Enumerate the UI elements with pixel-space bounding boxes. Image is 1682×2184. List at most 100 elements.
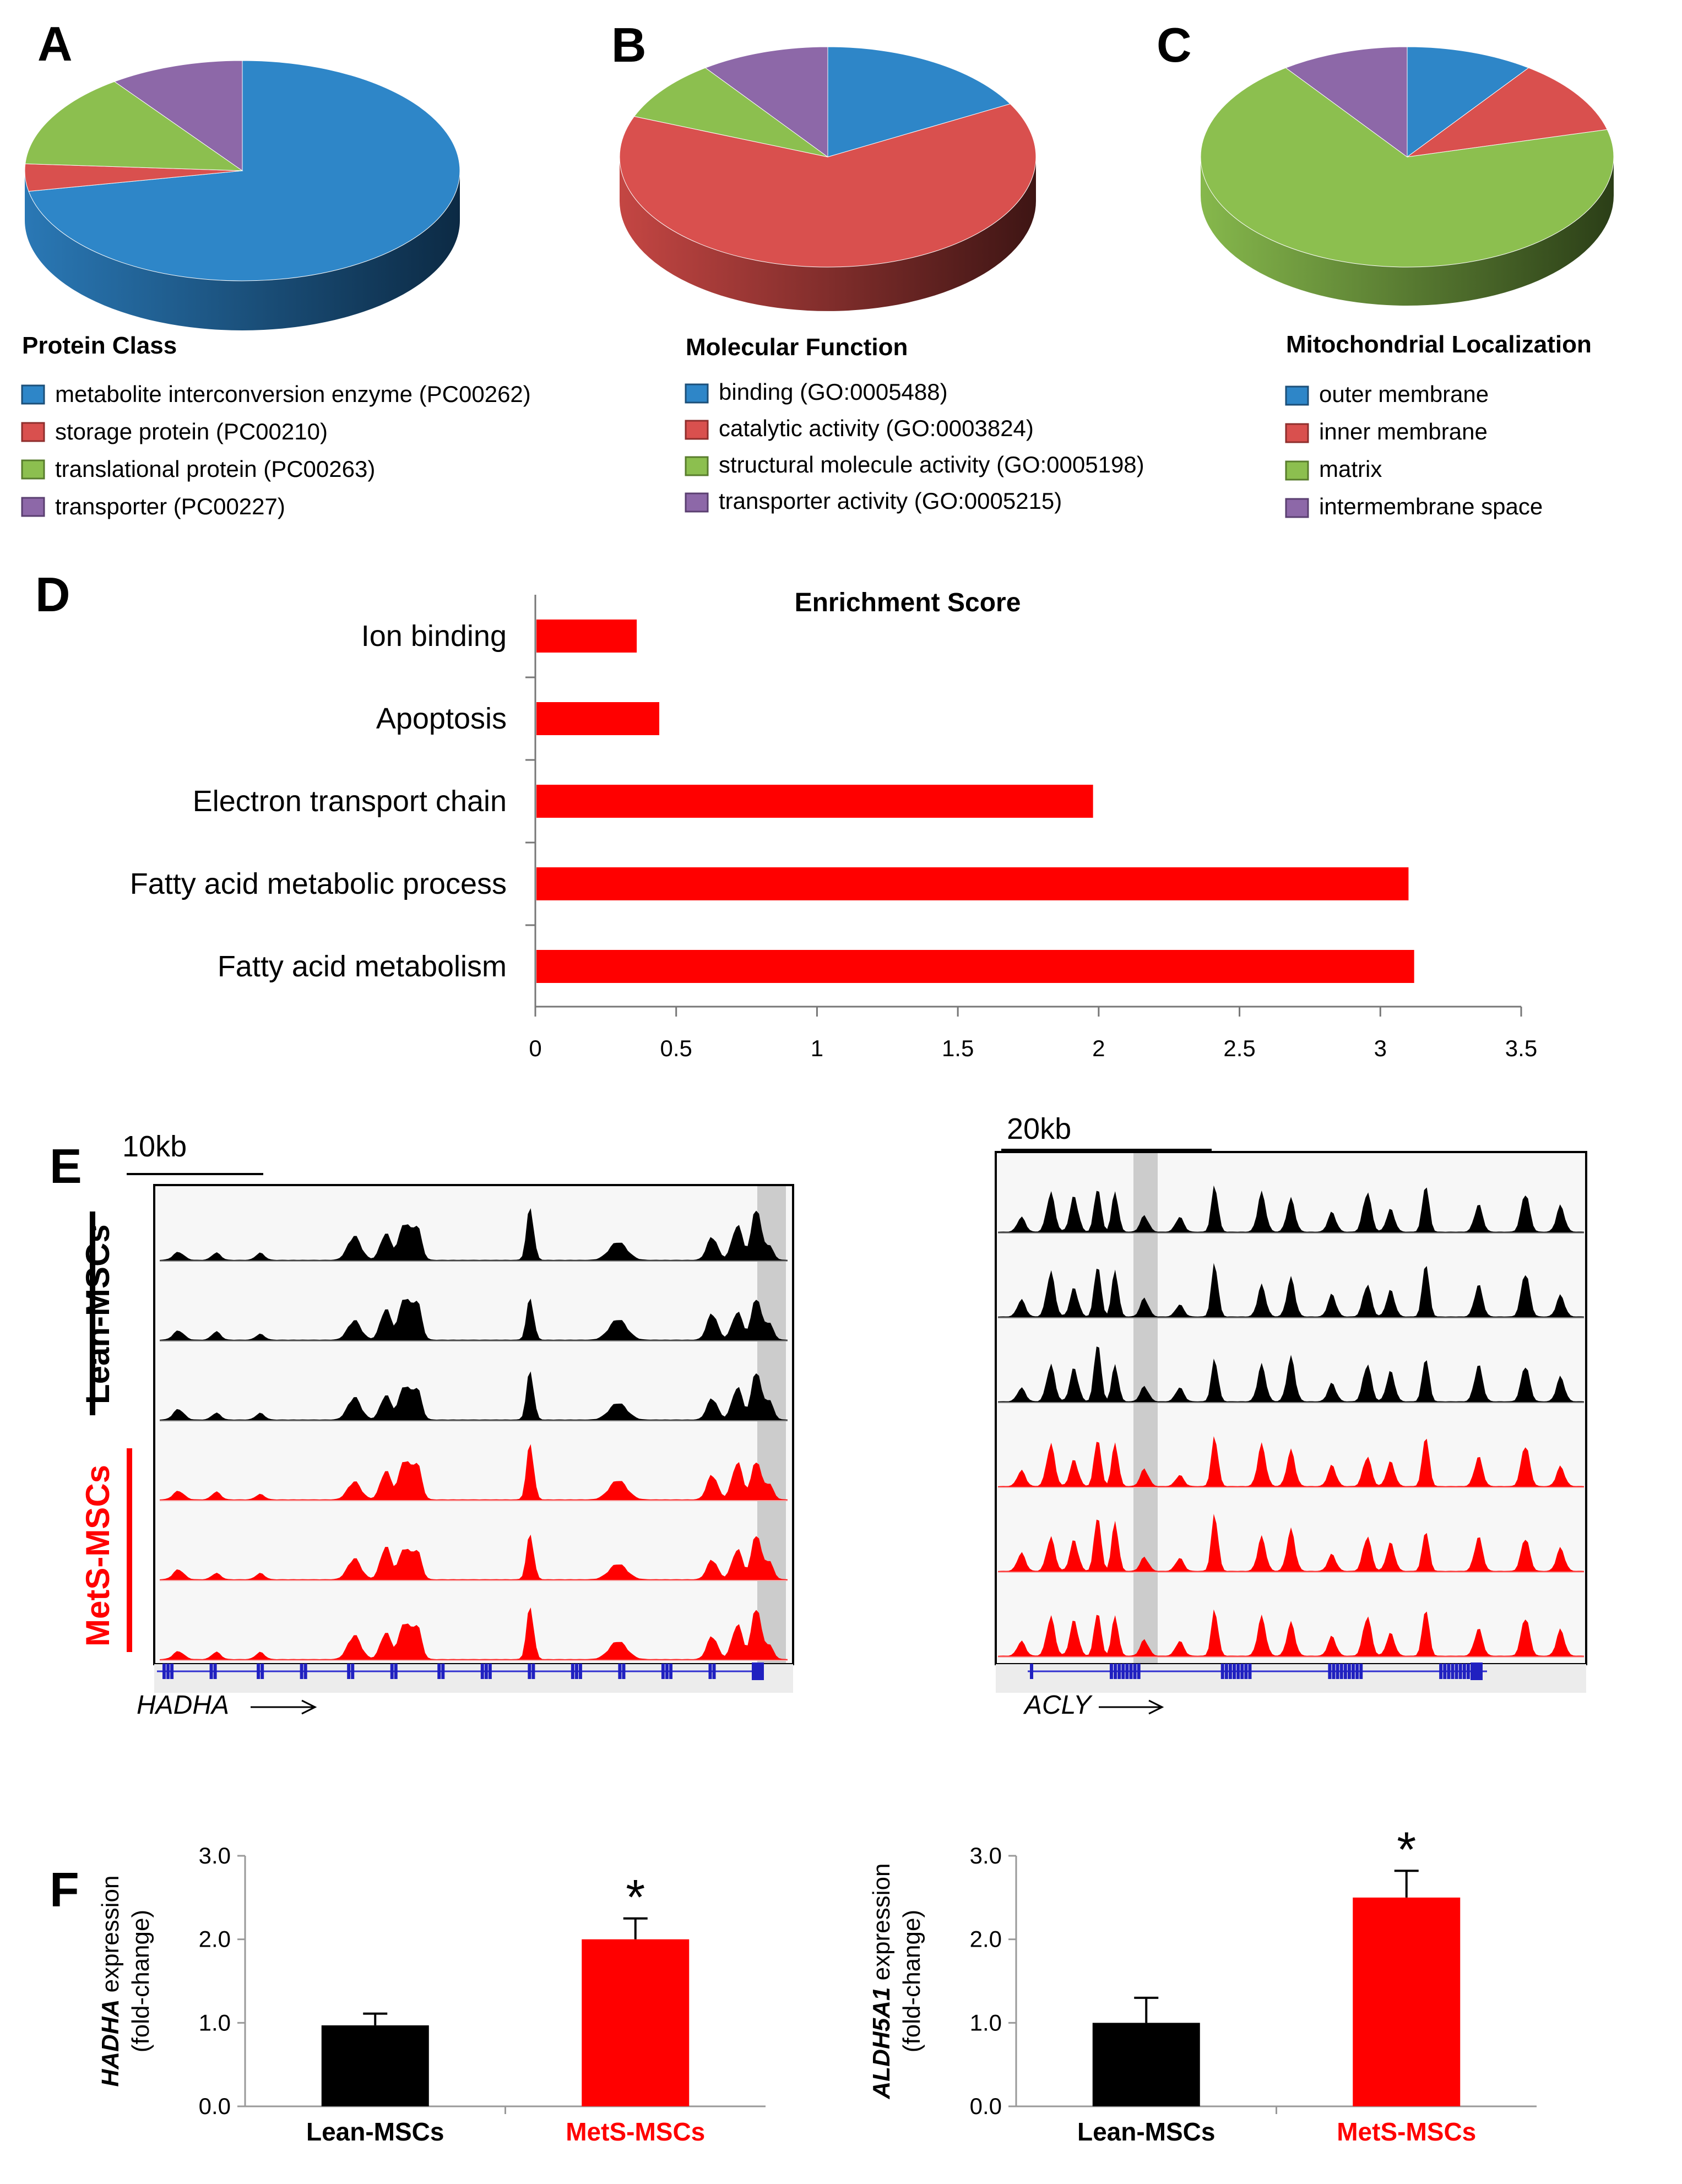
exon xyxy=(1359,1664,1363,1679)
x-tick-label: 1.5 xyxy=(942,1035,974,1061)
exon xyxy=(257,1664,261,1679)
x-tick-label: 0 xyxy=(529,1035,541,1061)
y-tick-label: 1.0 xyxy=(970,2009,1002,2035)
pie-b-legend: binding (GO:0005488) catalytic activity … xyxy=(685,379,1144,514)
highlight-region xyxy=(1133,1153,1158,1663)
pie-c-slices xyxy=(1200,46,1614,268)
expression-bar xyxy=(582,1939,690,2106)
pie-chart-molecular-function xyxy=(619,46,1037,311)
enrichment-bar xyxy=(536,950,1414,983)
x-tick-label: 3.5 xyxy=(1505,1035,1537,1061)
y-tick-label: 1.0 xyxy=(199,2009,231,2035)
legend-item: outer membrane xyxy=(1319,381,1489,407)
exon xyxy=(618,1664,622,1679)
panel-letter-d: D xyxy=(35,567,70,622)
exon xyxy=(1117,1664,1121,1679)
exon xyxy=(394,1664,398,1679)
exon xyxy=(1336,1664,1339,1679)
track-frame xyxy=(153,1184,794,1665)
panel-letter-e: E xyxy=(50,1139,82,1193)
pie-chart-mitochondrial-localization xyxy=(1200,46,1614,306)
legend-swatch-purple xyxy=(21,497,45,517)
category-label: Electron transport chain xyxy=(193,785,507,818)
exon xyxy=(351,1664,355,1679)
genome-track-hadha: 10kb Lean-MSCs MetS-MSCs HADHA xyxy=(79,1130,794,1720)
exon xyxy=(1224,1664,1228,1679)
legend-item: binding (GO:0005488) xyxy=(719,379,948,405)
exon xyxy=(1125,1664,1129,1679)
scale-label: 10kb xyxy=(122,1130,187,1163)
coverage-track xyxy=(998,1514,1584,1572)
exon xyxy=(1451,1664,1455,1679)
exon xyxy=(1244,1664,1248,1679)
exon xyxy=(303,1664,307,1679)
pie-a-side xyxy=(25,171,460,330)
legend-swatch-purple xyxy=(685,492,709,513)
enrichment-bar xyxy=(536,702,660,735)
pie-b-slice-0 xyxy=(827,46,1011,157)
exon xyxy=(1109,1664,1113,1679)
exon xyxy=(669,1664,673,1679)
expression-bar xyxy=(1353,1897,1461,2106)
exon xyxy=(1240,1664,1244,1679)
pie-a-title: Protein Class xyxy=(22,332,177,359)
exon xyxy=(441,1664,445,1679)
pie-a-slices xyxy=(24,60,460,281)
legend-item: inner membrane xyxy=(1319,419,1488,444)
exon xyxy=(1347,1664,1351,1679)
pie-c-slice-3 xyxy=(1285,46,1408,157)
legend-item: matrix xyxy=(1319,456,1382,482)
exon xyxy=(1339,1664,1343,1679)
exon xyxy=(1332,1664,1336,1679)
pie-b-slices xyxy=(619,46,1037,268)
legend-item: translational protein (PC00263) xyxy=(55,456,375,482)
pie-a-slice-2 xyxy=(25,81,243,171)
exon xyxy=(1121,1664,1125,1679)
pie-c-slice-1 xyxy=(1407,67,1608,157)
exon xyxy=(1137,1664,1141,1679)
exon xyxy=(622,1664,626,1679)
legend-swatch-red xyxy=(21,422,45,442)
exon xyxy=(480,1664,484,1679)
legend-swatch-blue xyxy=(1285,385,1309,406)
exon xyxy=(665,1664,669,1679)
coverage-track xyxy=(998,1609,1584,1657)
gene-model-bg xyxy=(996,1664,1586,1693)
coverage-track xyxy=(998,1346,1584,1403)
exon xyxy=(1458,1664,1462,1679)
category-label: Apoptosis xyxy=(376,702,507,735)
legend-swatch-red xyxy=(1285,423,1309,443)
coverage-track xyxy=(998,1263,1584,1318)
x-tick-label: 1 xyxy=(811,1035,823,1061)
track-frame xyxy=(995,1151,1587,1665)
legend-swatch-blue xyxy=(685,383,709,404)
highlight-region xyxy=(757,1186,786,1663)
exon xyxy=(528,1664,531,1679)
exon xyxy=(1248,1664,1252,1679)
exon xyxy=(571,1664,574,1679)
legend-swatch-blue xyxy=(21,384,45,405)
exon xyxy=(170,1664,174,1679)
exon xyxy=(1466,1664,1470,1679)
significance-marker: * xyxy=(626,1870,645,1925)
pie-c-title: Mitochondrial Localization xyxy=(1286,331,1592,358)
exon xyxy=(1030,1664,1033,1679)
y-axis-label: ALDH5A1 expression xyxy=(868,1864,895,2100)
genome-track-acly: 20kb ACLY xyxy=(995,1112,1587,1720)
expression-bar xyxy=(321,2025,429,2106)
pie-b-title: Molecular Function xyxy=(686,334,908,361)
legend-swatch-purple xyxy=(1285,498,1309,518)
pie-b-slice-3 xyxy=(704,46,828,157)
significance-marker: * xyxy=(1397,1822,1416,1877)
enrichment-title: Enrichment Score xyxy=(795,588,1021,617)
group-label-mets: MetS-MSCs xyxy=(79,1465,116,1647)
x-tick-label: 0.5 xyxy=(660,1035,692,1061)
y-axis-sublabel: (fold-change) xyxy=(898,1910,925,2052)
exon xyxy=(488,1664,492,1679)
pie-c-slice-2 xyxy=(1200,67,1614,268)
enrichment-bar xyxy=(536,620,637,653)
enrichment-bar xyxy=(536,785,1093,818)
y-axis-sublabel: (fold-change) xyxy=(127,1910,154,2052)
pie-a-slice-3 xyxy=(113,60,243,171)
